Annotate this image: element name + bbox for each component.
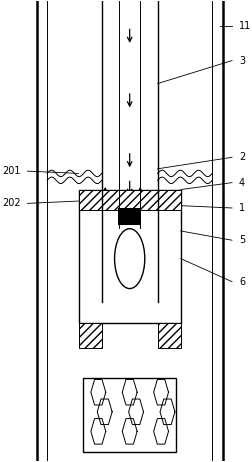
- Bar: [83, 378, 175, 452]
- Bar: [78, 189, 180, 323]
- Text: 201: 201: [2, 166, 20, 176]
- Bar: [78, 189, 180, 210]
- Bar: [78, 323, 101, 348]
- Text: 2: 2: [238, 152, 244, 162]
- Bar: [118, 208, 141, 225]
- Text: 1: 1: [238, 203, 244, 213]
- Text: 3: 3: [238, 55, 244, 66]
- Text: 202: 202: [2, 198, 20, 208]
- Text: 11: 11: [238, 21, 250, 31]
- Text: 6: 6: [238, 277, 244, 286]
- Text: 4: 4: [238, 177, 244, 188]
- Circle shape: [114, 229, 144, 289]
- Bar: [157, 323, 180, 348]
- Text: 5: 5: [238, 235, 244, 245]
